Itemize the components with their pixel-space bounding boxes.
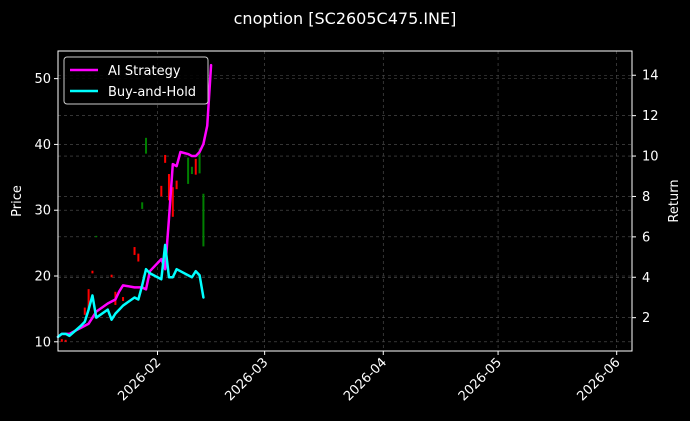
candle (145, 137, 148, 154)
candle (187, 157, 190, 184)
y-tick-label: 50 (34, 72, 51, 87)
candles (60, 137, 205, 342)
candle (160, 185, 163, 197)
buy-and-hold-line (56, 243, 205, 339)
series-lines (56, 63, 213, 339)
candle (91, 270, 94, 274)
candle (167, 174, 170, 201)
left-axis: 10 20 30 40 50 (34, 72, 58, 350)
candle (95, 235, 98, 238)
candle (175, 180, 178, 190)
y2-tick-label: 10 (642, 150, 659, 165)
chart-title: cnoption [SC2605C475.INE] (234, 9, 457, 28)
candle (202, 193, 205, 247)
candle (133, 247, 136, 255)
candle (198, 148, 201, 174)
y2-tick-label: 8 (642, 190, 650, 205)
y2-tick-label: 2 (642, 311, 650, 326)
right-axis: 2 4 6 8 10 12 14 (632, 69, 659, 326)
y-tick-label: 40 (34, 138, 51, 153)
candle (164, 154, 167, 163)
y2-axis-label: Return (667, 179, 682, 222)
y2-tick-label: 6 (642, 230, 650, 245)
y-axis-label: Price (10, 185, 25, 217)
candle (137, 253, 140, 262)
ai-strategy-line (56, 63, 213, 339)
y-tick-label: 30 (34, 204, 51, 219)
y-tick-label: 10 (34, 335, 51, 350)
legend-label-buy-and-hold: Buy-and-Hold (108, 85, 196, 100)
candle (171, 187, 174, 217)
y-tick-label: 20 (34, 270, 51, 285)
y2-tick-label: 12 (642, 109, 659, 124)
candle (110, 274, 113, 278)
candle (83, 307, 86, 315)
candle (190, 166, 193, 175)
candle (60, 339, 63, 342)
y2-tick-label: 14 (642, 69, 659, 84)
plot-frame (57, 50, 633, 352)
legend-box (63, 56, 209, 105)
candle (87, 289, 90, 309)
candle (141, 202, 144, 209)
y2-tick-label: 4 (642, 271, 650, 286)
legend: AI Strategy Buy-and-Hold (63, 56, 209, 105)
candle (64, 339, 67, 342)
candle (122, 297, 125, 301)
candle (194, 158, 197, 175)
legend-label-ai-strategy: AI Strategy (108, 64, 181, 79)
